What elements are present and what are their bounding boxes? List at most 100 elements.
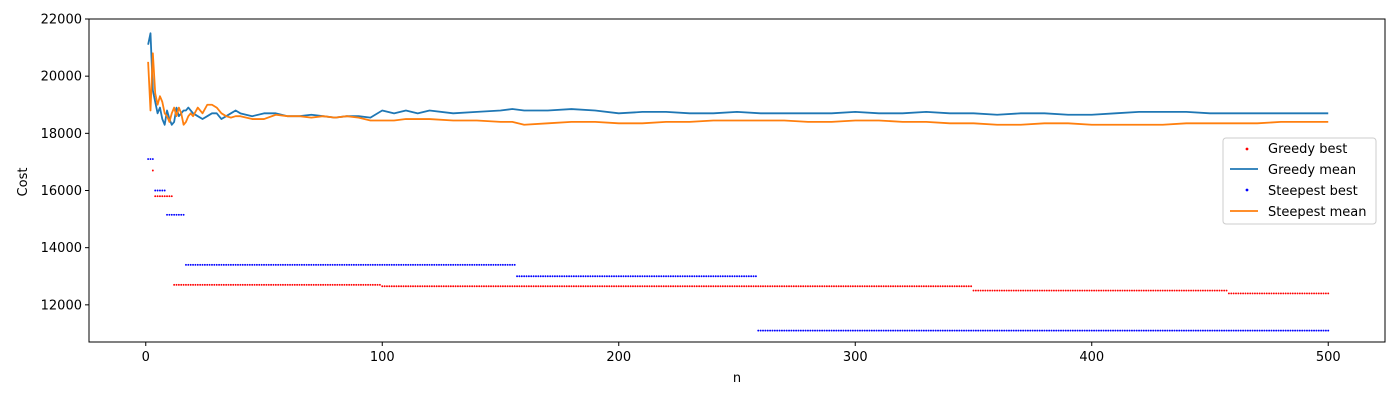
greedy-best-point bbox=[556, 285, 559, 288]
greedy-best-point bbox=[998, 289, 1001, 292]
steepest-best-point bbox=[1239, 329, 1242, 332]
greedy-best-point bbox=[1102, 289, 1105, 292]
steepest-best-point bbox=[326, 263, 329, 266]
steepest-best-point bbox=[598, 275, 601, 278]
steepest-best-point bbox=[982, 329, 984, 332]
greedy-best-point bbox=[1244, 292, 1247, 295]
steepest-best-point bbox=[1171, 329, 1174, 332]
greedy-best-point bbox=[903, 285, 906, 288]
steepest-best-point bbox=[475, 263, 478, 266]
greedy-best-point bbox=[1289, 292, 1292, 295]
greedy-best-point bbox=[1062, 289, 1065, 292]
steepest-best-point bbox=[402, 263, 405, 266]
greedy-best-point bbox=[196, 283, 199, 286]
steepest-best-point bbox=[553, 275, 556, 278]
steepest-best-point bbox=[1253, 329, 1256, 332]
greedy-best-point bbox=[442, 285, 445, 288]
greedy-best-point bbox=[828, 285, 831, 288]
greedy-best-point bbox=[180, 283, 183, 286]
steepest-best-point bbox=[527, 275, 530, 278]
steepest-best-point bbox=[951, 329, 954, 332]
steepest-best-point bbox=[821, 329, 824, 332]
greedy-best-point bbox=[790, 285, 793, 288]
greedy-best-point bbox=[691, 285, 694, 288]
steepest-best-point bbox=[1088, 329, 1091, 332]
steepest-best-point bbox=[504, 263, 507, 266]
greedy-best-point bbox=[542, 285, 545, 288]
greedy-best-point bbox=[913, 285, 916, 288]
steepest-best-point bbox=[511, 263, 514, 266]
greedy-best-point bbox=[816, 285, 819, 288]
steepest-best-point bbox=[1090, 329, 1093, 332]
greedy-best-point bbox=[336, 283, 339, 286]
greedy-best-point bbox=[1109, 289, 1112, 292]
steepest-best-point bbox=[312, 263, 315, 266]
steepest-best-point bbox=[1015, 329, 1018, 332]
steepest-best-point bbox=[646, 275, 649, 278]
greedy-best-point bbox=[901, 285, 904, 288]
steepest-best-point bbox=[549, 275, 552, 278]
steepest-best-point bbox=[523, 275, 526, 278]
greedy-best-point bbox=[1086, 289, 1088, 292]
steepest-best-point bbox=[572, 275, 575, 278]
greedy-best-point bbox=[1166, 289, 1169, 292]
steepest-best-point bbox=[1114, 329, 1117, 332]
greedy-best-point bbox=[989, 289, 991, 292]
plot-area: 0 100 200 300 400 500 12000 14000 16000 18000 2000… bbox=[41, 13, 1386, 365]
steepest-best-point bbox=[1227, 329, 1230, 332]
steepest-best-point bbox=[459, 263, 462, 266]
steepest-best-point bbox=[1251, 329, 1254, 332]
greedy-best-point bbox=[769, 285, 772, 288]
steepest-best-point bbox=[1242, 329, 1245, 332]
greedy-best-point bbox=[1000, 289, 1003, 292]
greedy-best-point bbox=[1201, 289, 1204, 292]
greedy-best-point bbox=[239, 283, 242, 286]
steepest-best-point bbox=[762, 329, 764, 332]
steepest-best-point bbox=[367, 263, 370, 266]
legend-label-steepest-best: Steepest best bbox=[1268, 184, 1358, 199]
greedy-best-point bbox=[383, 285, 386, 288]
greedy-best-point bbox=[388, 285, 391, 288]
steepest-best-point bbox=[404, 263, 407, 266]
greedy-best-point bbox=[698, 285, 701, 288]
greedy-best-point bbox=[537, 285, 540, 288]
steepest-best-point bbox=[1041, 329, 1044, 332]
greedy-best-point bbox=[892, 285, 895, 288]
greedy-best-point bbox=[324, 283, 327, 286]
greedy-best-point bbox=[1112, 289, 1114, 292]
steepest-best-point bbox=[684, 275, 686, 278]
greedy-best-point bbox=[922, 285, 925, 288]
steepest-best-point bbox=[714, 275, 717, 278]
steepest-best-point bbox=[1045, 329, 1048, 332]
greedy-best-point bbox=[929, 285, 932, 288]
greedy-best-point bbox=[634, 285, 637, 288]
greedy-best-point bbox=[679, 285, 682, 288]
greedy-best-point bbox=[298, 283, 301, 286]
steepest-best-point bbox=[648, 275, 651, 278]
steepest-best-point bbox=[168, 213, 171, 216]
greedy-best-point bbox=[1282, 292, 1285, 295]
greedy-best-point bbox=[894, 285, 897, 288]
steepest-best-point bbox=[639, 275, 641, 278]
steepest-best-point bbox=[830, 329, 833, 332]
greedy-best-point bbox=[329, 283, 332, 286]
steepest-best-point bbox=[291, 263, 294, 266]
greedy-best-point bbox=[1173, 289, 1176, 292]
greedy-best-point bbox=[1052, 289, 1055, 292]
greedy-best-point bbox=[629, 285, 632, 288]
greedy-best-point bbox=[842, 285, 845, 288]
steepest-best-point bbox=[894, 329, 897, 332]
steepest-best-point bbox=[310, 263, 313, 266]
greedy-best-point bbox=[473, 285, 476, 288]
steepest-best-point bbox=[1237, 329, 1240, 332]
greedy-best-point bbox=[154, 195, 157, 198]
steepest-best-point bbox=[303, 263, 306, 266]
steepest-best-point bbox=[1197, 329, 1200, 332]
steepest-best-point bbox=[851, 329, 854, 332]
steepest-best-point bbox=[317, 263, 320, 266]
steepest-best-point bbox=[629, 275, 632, 278]
greedy-best-point bbox=[501, 285, 504, 288]
greedy-best-point bbox=[1078, 289, 1081, 292]
greedy-best-point bbox=[915, 285, 918, 288]
